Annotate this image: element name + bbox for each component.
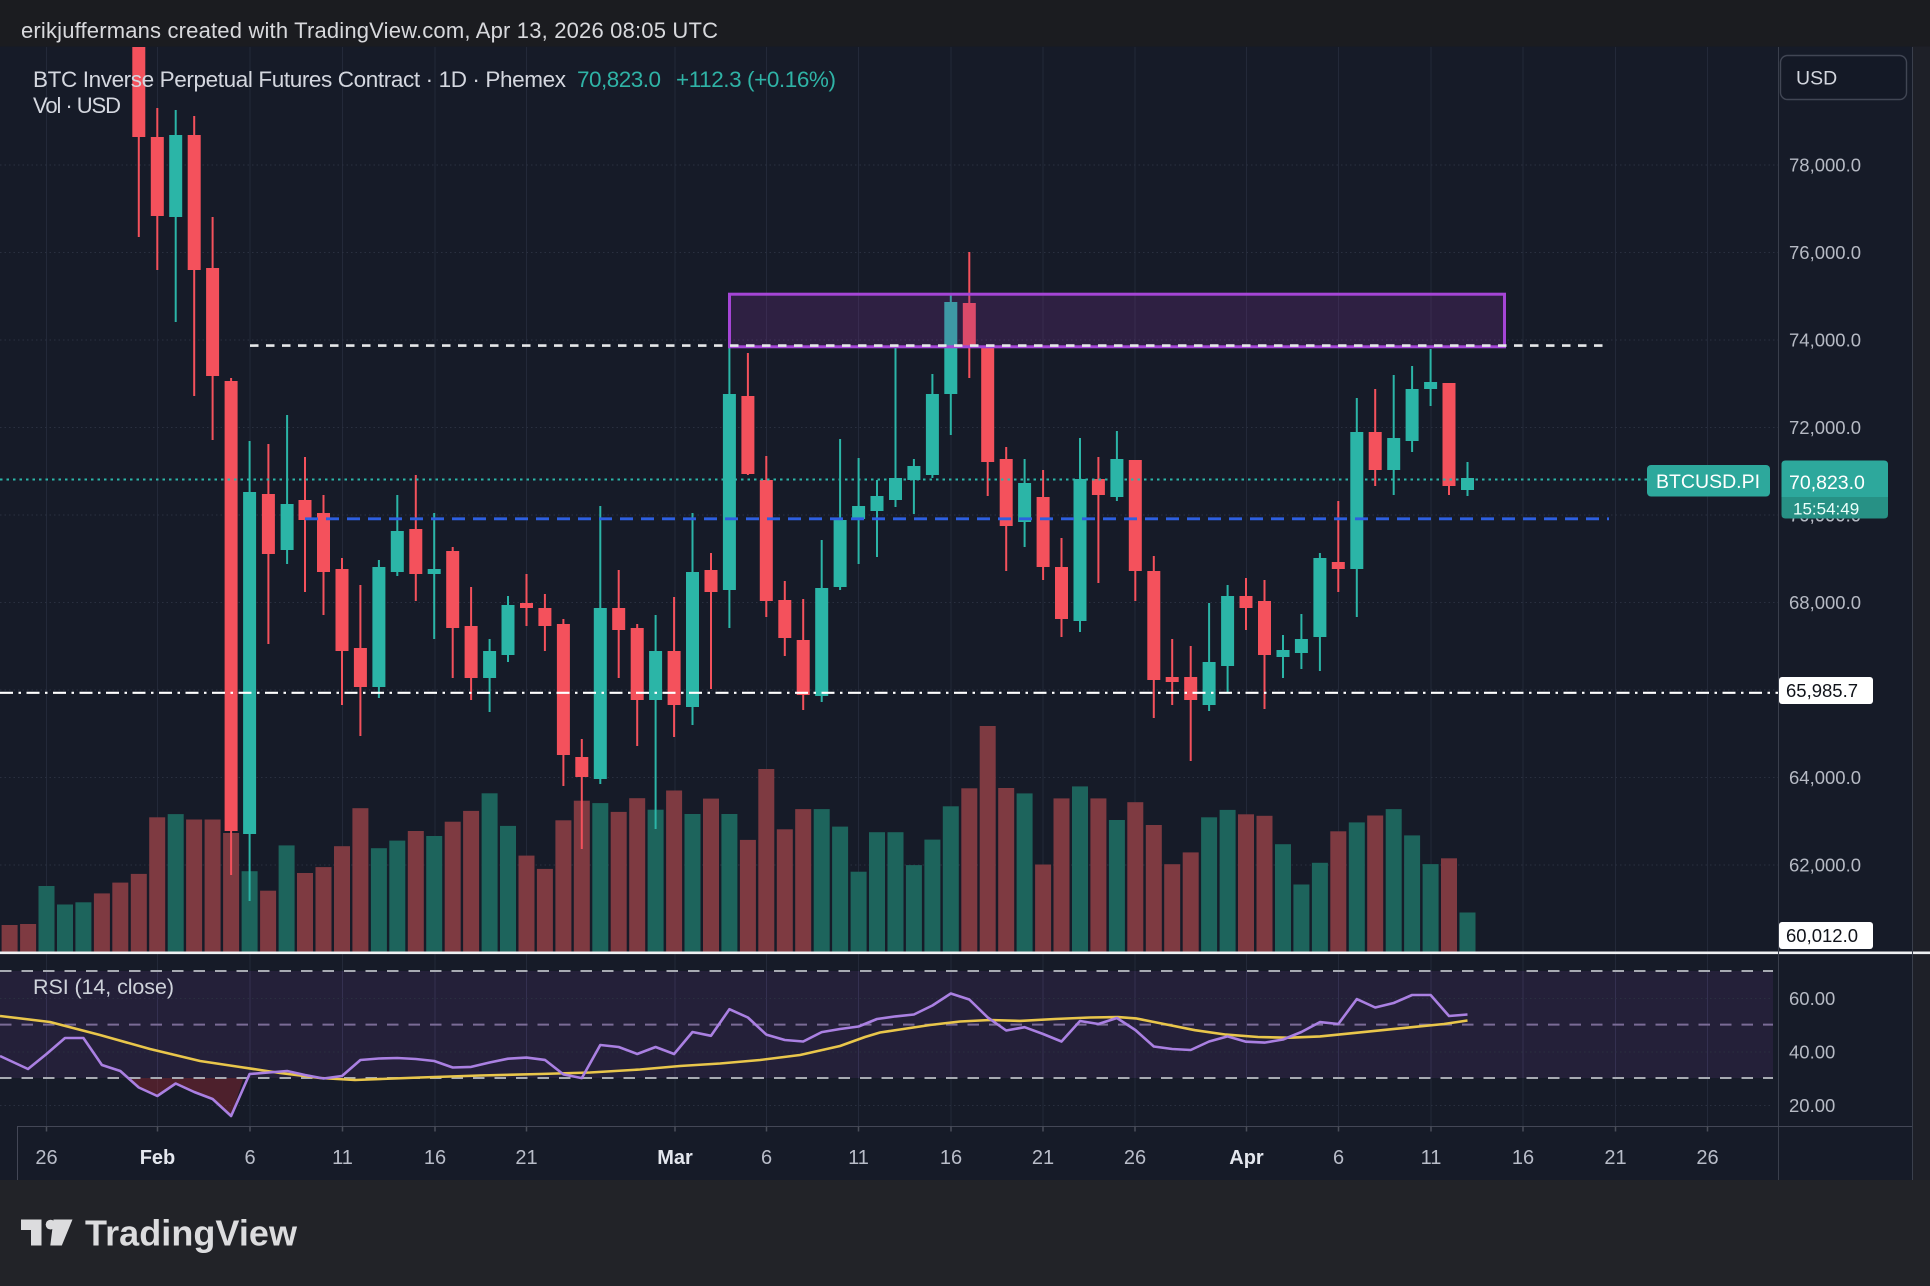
svg-text:+112.3 (+0.16%): +112.3 (+0.16%)	[676, 67, 836, 92]
svg-text:11: 11	[332, 1147, 353, 1169]
svg-text:70,823.0: 70,823.0	[1789, 472, 1865, 494]
svg-text:6: 6	[244, 1147, 255, 1169]
svg-text:72,000.0: 72,000.0	[1789, 417, 1861, 438]
svg-text:26: 26	[35, 1147, 57, 1169]
svg-text:40.00: 40.00	[1789, 1042, 1835, 1063]
svg-text:16: 16	[424, 1147, 446, 1169]
svg-text:70,000.0: 70,000.0	[1789, 505, 1861, 526]
svg-text:16: 16	[940, 1147, 962, 1169]
svg-text:Mar: Mar	[657, 1147, 693, 1169]
svg-text:64,000.0: 64,000.0	[1789, 767, 1861, 788]
svg-text:60.00: 60.00	[1789, 988, 1835, 1009]
svg-text:21: 21	[515, 1147, 537, 1169]
svg-text:6: 6	[1333, 1147, 1344, 1169]
svg-text:62,000.0: 62,000.0	[1789, 855, 1861, 876]
svg-text:20.00: 20.00	[1789, 1095, 1835, 1116]
svg-text:Feb: Feb	[140, 1147, 176, 1169]
svg-text:USD: USD	[1796, 68, 1837, 90]
svg-text:Vol · USD: Vol · USD	[33, 93, 121, 118]
svg-text:74,000.0: 74,000.0	[1789, 330, 1861, 351]
svg-text:BTCUSD.PI: BTCUSD.PI	[1656, 471, 1760, 493]
svg-text:16: 16	[1512, 1147, 1534, 1169]
svg-text:11: 11	[848, 1147, 869, 1169]
svg-text:erikjuffermans created with Tr: erikjuffermans created with TradingView.…	[21, 18, 718, 43]
svg-text:68,000.0: 68,000.0	[1789, 592, 1861, 613]
svg-text:TradingView: TradingView	[85, 1213, 298, 1254]
svg-text:70,823.0: 70,823.0	[577, 67, 661, 92]
svg-text:Apr: Apr	[1229, 1147, 1264, 1169]
svg-text:11: 11	[1421, 1147, 1442, 1169]
svg-text:21: 21	[1604, 1147, 1626, 1169]
svg-text:BTC Inverse Perpetual Futures: BTC Inverse Perpetual Futures Contract ·…	[33, 67, 567, 92]
svg-text:60,012.0: 60,012.0	[1786, 925, 1858, 946]
svg-text:26: 26	[1124, 1147, 1146, 1169]
svg-text:65,985.7: 65,985.7	[1786, 680, 1858, 701]
svg-text:78,000.0: 78,000.0	[1789, 155, 1861, 176]
svg-text:21: 21	[1032, 1147, 1054, 1169]
svg-text:RSI (14, close): RSI (14, close)	[33, 975, 174, 999]
svg-text:26: 26	[1696, 1147, 1718, 1169]
svg-text:6: 6	[761, 1147, 772, 1169]
svg-text:76,000.0: 76,000.0	[1789, 242, 1861, 263]
svg-text:15:54:49: 15:54:49	[1793, 500, 1859, 519]
